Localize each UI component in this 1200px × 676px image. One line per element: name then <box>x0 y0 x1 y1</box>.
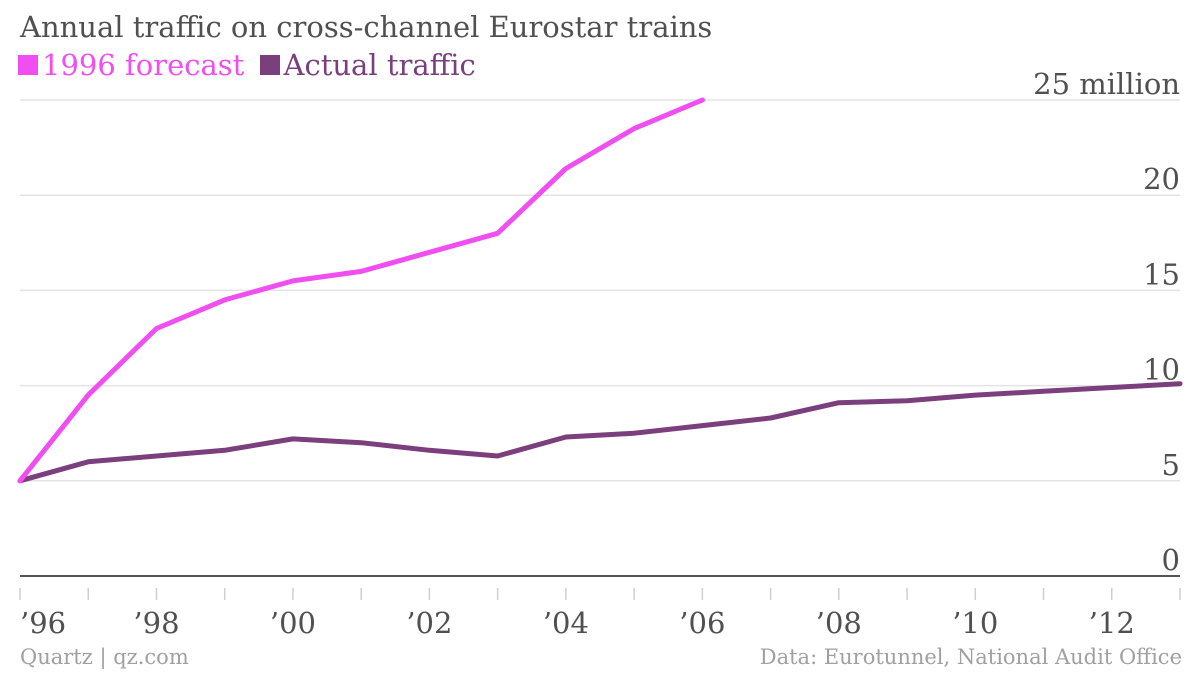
x-tick-label-2010: ’10 <box>952 606 998 640</box>
legend-item-forecast: 1996 forecast <box>18 48 244 82</box>
legend-label-forecast: 1996 forecast <box>42 48 245 82</box>
x-tick-label-2004: ’04 <box>543 606 589 640</box>
x-tick-label-2006: ’06 <box>679 606 725 640</box>
gridlines <box>20 99 1180 482</box>
y-tick-label-0: 0 <box>1162 543 1180 577</box>
legend-label-actual: Actual traffic <box>283 48 476 82</box>
y-axis-labels: 25 million 20 15 10 5 0 <box>1033 67 1180 577</box>
legend-item-actual: Actual traffic <box>259 48 476 82</box>
y-tick-label-5: 5 <box>1162 448 1180 482</box>
footer-source: Data: Eurotunnel, National Audit Office <box>759 645 1182 669</box>
series-line-actual <box>17 381 1183 484</box>
x-tick-label-2000: ’00 <box>270 606 316 640</box>
x-tick-label-2012: ’12 <box>1089 606 1135 640</box>
footer-credit: Quartz | qz.com <box>20 645 189 669</box>
legend-swatch-forecast <box>18 55 38 75</box>
chart-title: Annual traffic on cross-channel Eurostar… <box>20 10 713 44</box>
x-tick-label-1996: ’96 <box>20 606 66 640</box>
legend-swatch-actual <box>259 55 280 75</box>
y-tick-label-20: 20 <box>1143 162 1180 196</box>
y-tick-label-10: 10 <box>1143 353 1180 387</box>
y-tick-label-15: 15 <box>1143 257 1180 291</box>
y-tick-label-25: 25 million <box>1033 67 1180 101</box>
series-line-forecast <box>17 97 705 484</box>
x-tick-label-2008: ’08 <box>816 606 862 640</box>
series-lines <box>17 97 1183 484</box>
x-tick-label-1998: ’98 <box>133 606 179 640</box>
x-axis: ’96 ’98 ’00 ’02 ’04 ’06 ’08 ’10 ’12 <box>19 575 1181 640</box>
x-tick-label-2002: ’02 <box>406 606 452 640</box>
legend: 1996 forecast Actual traffic <box>18 48 482 82</box>
